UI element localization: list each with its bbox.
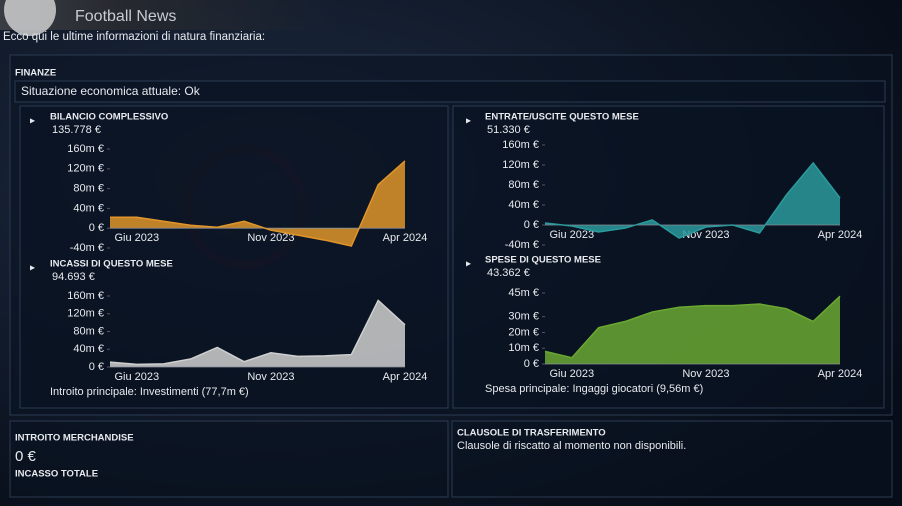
chart-title: BILANCIO COMPLESSIVO [50,112,168,123]
y-tick-label: 0 € [524,219,539,231]
header-bar [0,0,340,30]
x-tick-label: Nov 2023 [247,232,294,244]
y-tick-label: 80m € [73,325,104,337]
x-tick-label: Apr 2024 [818,229,863,241]
y-tick-label: 160m € [67,143,104,155]
ball-icon [4,0,56,36]
x-tick-label: Nov 2023 [682,368,729,380]
y-tick-label: 40m € [73,202,104,214]
y-tick-label: 40m € [508,199,539,211]
x-tick-label: Giu 2023 [114,371,159,383]
y-tick-label: 160m € [67,290,104,302]
y-tick-label: 0 € [89,361,104,373]
area-line [544,295,841,359]
current-value: 94.693 € [52,271,95,283]
y-tick-label: 20m € [508,326,539,338]
area-line [544,161,841,239]
y-tick-label: 0 € [89,222,104,234]
y-tick-label: 10m € [508,342,539,354]
y-tick-label: 80m € [73,183,104,195]
x-tick-label: Giu 2023 [549,368,594,380]
clausole-text: Clausole di riscatto al momento non disp… [457,440,686,452]
x-tick-label: Apr 2024 [383,371,428,383]
area-fill [545,296,840,364]
y-tick-label: 80m € [508,179,539,191]
chart-icon: ▸ [30,116,35,127]
chart-title: INCASSI DI QUESTO MESE [50,259,173,270]
current-value: 51.330 € [487,124,530,136]
y-tick-label: 0 € [524,358,539,370]
area-line [109,299,406,366]
x-tick-label: Apr 2024 [818,368,863,380]
merchandise-title: INTROITO MERCHANDISE [15,433,134,444]
y-tick-label: -40m € [505,239,539,251]
status-text: Situazione economica attuale: Ok [21,84,201,98]
y-tick-label: -40m € [70,242,104,254]
x-tick-label: Apr 2024 [383,232,428,244]
current-value: 135.778 € [52,124,101,136]
x-tick-label: Giu 2023 [114,232,159,244]
intro-text: Ecco qui le ultime informazioni di natur… [3,31,265,43]
clausole-panel [451,420,893,498]
y-tick-label: 40m € [73,343,104,355]
header-title: Football News [75,8,176,25]
y-tick-label: 30m € [508,311,539,323]
y-tick-label: 120m € [502,159,539,171]
chart-icon: ▸ [466,259,471,270]
chart-title: ENTRATE/USCITE QUESTO MESE [485,112,639,123]
current-value: 43.362 € [487,267,530,279]
area-line [110,160,406,247]
area-fill [545,163,840,238]
x-tick-label: Giu 2023 [549,229,594,241]
y-tick-label: 160m € [502,139,539,151]
chart-icon: ▸ [30,263,35,274]
status-bar [14,80,886,103]
merchandise-subtitle: INCASSO TOTALE [15,469,98,480]
y-tick-label: 120m € [67,308,104,320]
clausole-title: CLAUSOLE DI TRASFERIMENTO [457,428,606,439]
merchandise-value: 0 € [15,448,37,465]
section-label: FINANZE [15,68,56,79]
y-tick-label: 45m € [508,287,539,299]
chart-footer: Spesa principale: Ingaggi giocatori (9,5… [485,383,703,395]
x-tick-label: Nov 2023 [247,371,294,383]
chart-icon: ▸ [466,116,471,127]
merchandise-panel [9,420,449,498]
chart-title: SPESE DI QUESTO MESE [485,255,601,266]
chart-footer: Introito principale: Investimenti (77,7m… [50,386,249,398]
y-tick-label: 120m € [67,163,104,175]
